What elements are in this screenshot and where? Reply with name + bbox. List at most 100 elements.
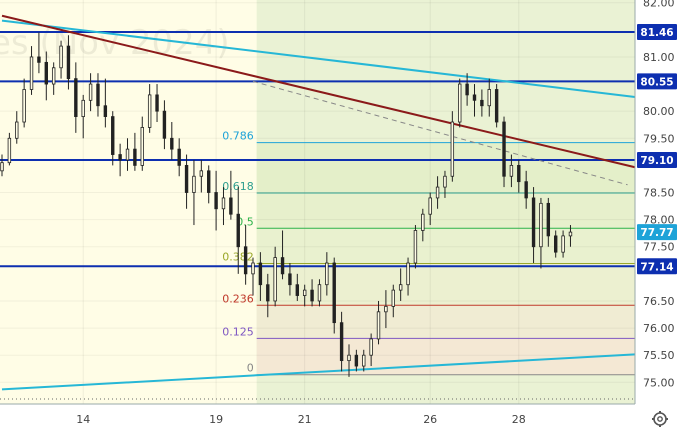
candle — [88, 73, 93, 112]
grid — [0, 0, 635, 404]
price-badge — [637, 258, 677, 275]
time-tick-label: 28 — [512, 413, 526, 426]
candle — [413, 225, 418, 269]
candle-body — [354, 354, 359, 367]
candle-body — [221, 197, 226, 210]
candle-body — [7, 137, 12, 164]
candle-body — [325, 262, 329, 286]
candle — [295, 273, 300, 301]
candle — [251, 257, 255, 296]
candle-body — [258, 262, 263, 286]
settings-gear-icon[interactable] — [652, 411, 668, 427]
time-tick-label: 26 — [423, 413, 437, 426]
price-tick-label: 76.50 — [643, 295, 675, 308]
candle — [147, 84, 152, 133]
price-tick-label: 75.50 — [643, 349, 675, 362]
price-axis-background[interactable] — [635, 0, 680, 435]
candle-body — [502, 121, 506, 177]
candle — [74, 62, 78, 133]
candle — [51, 62, 56, 95]
candle-body — [236, 213, 240, 248]
time-tick-label: 19 — [209, 413, 223, 426]
candle-body — [524, 181, 528, 199]
candle — [317, 279, 322, 307]
candle — [7, 132, 12, 166]
candle — [339, 311, 344, 372]
price-tick-label: 82.00 — [643, 0, 675, 10]
time-tick-label: 21 — [298, 413, 312, 426]
candle — [465, 73, 469, 106]
candle-body — [88, 83, 93, 101]
candle — [458, 78, 462, 128]
time-axis-background[interactable] — [0, 404, 635, 435]
candle-body — [37, 56, 41, 63]
price-badge — [637, 73, 677, 90]
candle-body — [214, 192, 218, 210]
candle-body — [295, 284, 300, 296]
candle-body — [509, 164, 514, 177]
candle — [15, 111, 19, 144]
candle-body — [494, 89, 499, 123]
price-badge-label: 79.10 — [640, 155, 673, 167]
candle — [133, 132, 137, 171]
candle-body — [103, 105, 108, 117]
candle — [546, 197, 551, 247]
price-tick-label: 77.50 — [643, 241, 675, 254]
candle-body — [251, 262, 255, 275]
candle-body — [184, 164, 189, 193]
candle — [221, 187, 226, 226]
candle-body — [531, 197, 536, 248]
candle-body — [302, 289, 307, 296]
candle-body — [546, 202, 551, 237]
candle-body — [29, 56, 34, 90]
candle-body — [44, 61, 48, 85]
candle-body — [288, 273, 292, 286]
fib-level-label: 0.618 — [222, 180, 254, 193]
trendlines[interactable] — [1, 14, 636, 391]
price-tick-label: 76.00 — [643, 322, 675, 335]
candle — [155, 84, 159, 123]
candle — [428, 192, 432, 226]
candle-body — [266, 284, 270, 302]
candle-body — [384, 305, 388, 313]
candle — [362, 349, 366, 372]
time-axis[interactable]: 14 19 21 26 28 — [76, 413, 526, 426]
fib-level-label: 0.786 — [222, 130, 254, 143]
candle — [509, 154, 514, 188]
support-resistance-lines[interactable] — [0, 30, 635, 268]
price-badge — [637, 224, 677, 241]
candle — [140, 116, 144, 171]
candle-body — [421, 213, 425, 231]
candle-body — [472, 94, 477, 101]
candle — [310, 279, 314, 307]
candle — [192, 159, 196, 226]
candle — [435, 176, 440, 209]
candle — [450, 111, 455, 182]
candle-body — [480, 99, 484, 107]
candle — [391, 284, 395, 318]
fib-band — [256, 228, 635, 264]
fib-level-label: 0.5 — [236, 215, 254, 228]
candle-body — [413, 230, 418, 264]
candle-body — [133, 148, 137, 166]
candle — [170, 122, 174, 160]
candle-body — [458, 83, 462, 123]
candle — [111, 111, 115, 166]
fib-level-label: 0.236 — [222, 292, 254, 305]
trendline-cyan-lower — [1, 353, 636, 391]
candle-body — [339, 322, 344, 362]
price-axis[interactable]: 82.00 81.00 80.00 79.50 78.50 78.00 77.50 76.50… — [643, 0, 675, 389]
candle — [236, 187, 240, 274]
candle — [96, 73, 100, 117]
candle-body — [192, 175, 196, 193]
candle-body — [561, 235, 565, 253]
candle-body — [406, 262, 410, 286]
candle-body — [125, 148, 130, 161]
candle — [421, 208, 425, 242]
candle-body — [15, 121, 19, 139]
candle-body — [140, 127, 144, 166]
price-tick-label: 79.50 — [643, 132, 675, 145]
candle — [332, 257, 336, 334]
